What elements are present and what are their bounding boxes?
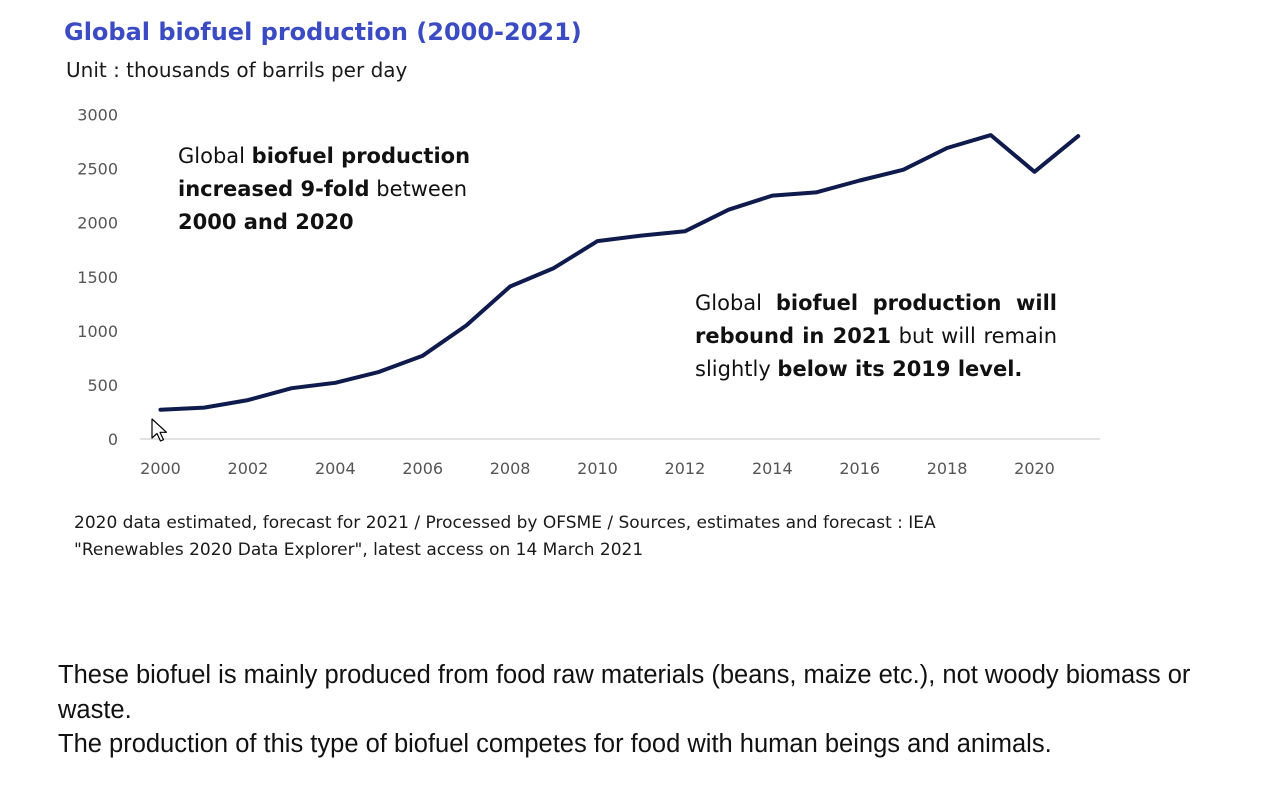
mouse-pointer-icon [151,418,168,442]
y-tick-label: 0 [108,430,118,449]
y-tick-label: 500 [87,376,118,395]
annotation-bold-text: biofuel production increased 9-fold [178,144,471,201]
annotation-rebound: Global biofuel production will rebound i… [695,287,1057,386]
annotation-text: Global [178,144,252,168]
body-paragraph-1: These biofuel is mainly produced from fo… [58,661,1191,724]
annotation-9-fold: Global biofuel production increased 9-fo… [178,140,498,239]
annotation-text: Global [695,291,776,315]
y-axis-ticks: 0 500 1000 1500 2000 2500 3000 [77,106,118,450]
y-tick-label: 1500 [77,268,118,287]
body-text: These biofuel is mainly produced from fo… [58,658,1238,762]
x-tick-label: 2006 [402,459,443,478]
y-tick-label: 2000 [77,214,118,233]
annotation-bold-text: below its 2019 level. [777,357,1023,381]
x-tick-label: 2000 [140,459,181,478]
series-group [158,133,1081,412]
x-tick-label: 2016 [839,459,880,478]
x-tick-label: 2004 [315,459,356,478]
unit-label: Unit : thousands of barrils per day [66,58,408,82]
chart-title: Global biofuel production (2000-2021) [64,18,582,46]
x-tick-label: 2020 [1014,459,1055,478]
x-tick-label: 2010 [577,459,618,478]
annotation-bold-text: biofuel production will rebound in 2021 [695,291,1057,348]
series-line [158,133,1081,412]
source-note-line-2: "Renewables 2020 Data Explorer", latest … [74,540,644,560]
x-axis-ticks: 2000 2002 2004 2006 2008 2010 2012 2014 2016 2018… [140,459,1055,478]
annotation-bold-text: 2000 and 2020 [178,210,354,234]
x-tick-label: 2012 [665,459,706,478]
body-paragraph-2: The production of this type of biofuel c… [58,730,1052,758]
x-tick-label: 2014 [752,459,793,478]
annotation-text: between [369,177,468,201]
source-note: 2020 data estimated, forecast for 2021 /… [74,510,936,564]
x-tick-label: 2018 [927,459,968,478]
x-tick-label: 2002 [228,459,269,478]
y-tick-label: 1000 [77,322,118,341]
source-note-line-1: 2020 data estimated, forecast for 2021 /… [74,513,936,533]
y-tick-label: 3000 [77,106,118,125]
annotation-text: but will remain slightly [695,324,1058,381]
x-tick-label: 2008 [490,459,531,478]
y-tick-label: 2500 [77,160,118,179]
